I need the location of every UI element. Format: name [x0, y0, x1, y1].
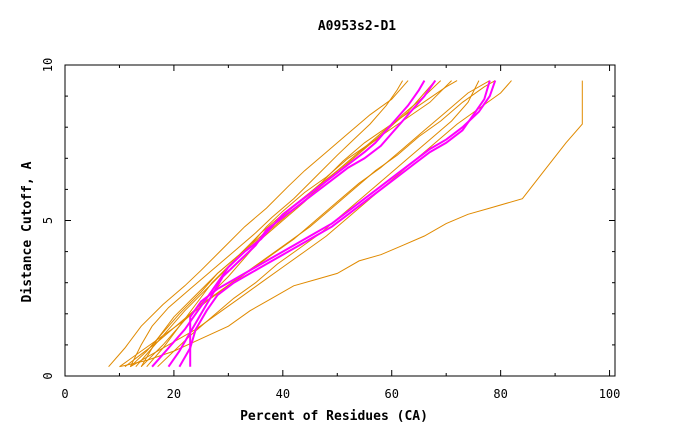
series-group [108, 80, 583, 368]
series-line-model-d [135, 80, 452, 368]
series-line-model-h [124, 80, 496, 368]
y-tick-label: 10 [41, 58, 55, 72]
series-line-model-a [129, 80, 404, 367]
series-line-highlight-4 [178, 80, 491, 368]
series-line-model-k [119, 80, 583, 368]
ticks-group: 0 20 40 60 80 100 0 5 10 [41, 58, 620, 401]
series-line-highlight-1 [151, 80, 426, 368]
series-line-highlight-2 [167, 80, 437, 368]
series-line-model-i [119, 80, 491, 368]
y-axis-label: Distance Cutoff, A [20, 161, 35, 302]
series-line-highlight-3 [189, 80, 497, 367]
chart-title: A0953s2-D1 [318, 19, 396, 34]
y-tick-label: 5 [41, 217, 55, 224]
x-tick-label: 100 [599, 387, 621, 401]
series-line-model-b [108, 80, 409, 368]
x-tick-label: 20 [167, 387, 181, 401]
y-tick-label: 0 [41, 372, 55, 379]
x-tick-label: 0 [61, 387, 68, 401]
x-tick-label: 40 [276, 387, 290, 401]
x-axis-label: Percent of Residues (CA) [240, 409, 428, 424]
x-tick-label: 60 [385, 387, 399, 401]
x-tick-label: 80 [493, 387, 507, 401]
